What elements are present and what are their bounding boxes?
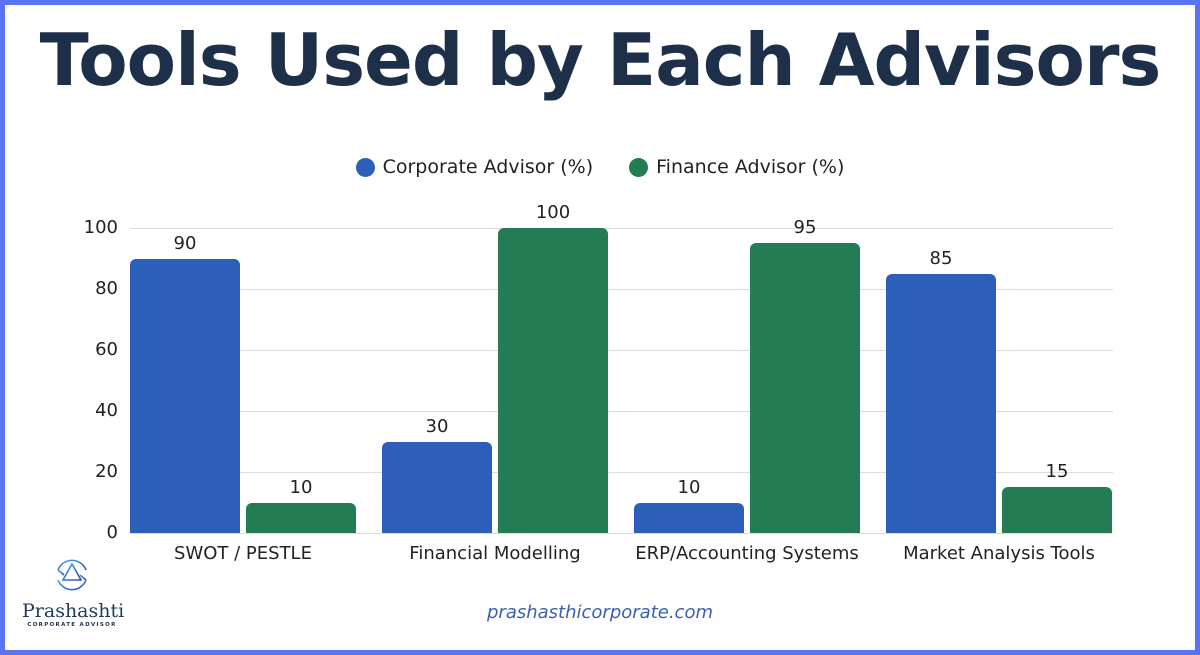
y-tick-label: 40 [95, 400, 118, 421]
x-tick-label: Market Analysis Tools [903, 543, 1095, 564]
gridline [130, 411, 1113, 412]
bar [382, 441, 492, 533]
bar [1002, 487, 1112, 533]
bar-value-label: 10 [289, 476, 313, 498]
bar-value-label: 30 [425, 415, 449, 437]
y-tick-label: 80 [95, 278, 118, 299]
x-tick-label: SWOT / PESTLE [174, 543, 312, 564]
bar-value-label: 85 [929, 247, 953, 269]
bar [750, 243, 860, 533]
bar-value-label: 90 [173, 232, 197, 254]
bar [498, 228, 608, 533]
gridline [130, 472, 1113, 473]
bar-value-label: 95 [793, 217, 817, 239]
bar [130, 258, 240, 533]
y-tick-label: 20 [95, 461, 118, 482]
logo-mark-icon [57, 559, 87, 591]
bar [246, 502, 356, 533]
y-tick-label: 60 [95, 339, 118, 360]
logo-subtitle: CORPORATE ADVISOR [27, 622, 117, 628]
gridline [130, 228, 1113, 229]
x-tick-label: ERP/Accounting Systems [635, 543, 859, 564]
bar-value-label: 15 [1045, 461, 1069, 483]
legend: Corporate Advisor (%) Finance Advisor (%… [0, 156, 1200, 178]
chart-title: Tools Used by Each Advisors [39, 18, 1162, 102]
gridline [130, 350, 1113, 351]
bar [634, 502, 744, 533]
legend-label: Finance Advisor (%) [656, 156, 845, 178]
legend-item-corporate: Corporate Advisor (%) [355, 156, 594, 178]
bar-value-label: 10 [677, 476, 701, 498]
bar-value-label: 100 [535, 202, 571, 223]
legend-item-finance: Finance Advisor (%) [629, 156, 844, 178]
bar [886, 273, 996, 533]
website-link[interactable]: prashasthicorporate.com [487, 602, 713, 623]
legend-dot-icon [629, 157, 649, 177]
gridline [130, 533, 1113, 534]
x-tick-label: Financial Modelling [409, 543, 581, 564]
y-tick-label: 0 [106, 522, 118, 543]
gridline [130, 289, 1113, 290]
legend-label: Corporate Advisor (%) [382, 156, 594, 178]
logo-name: Prashashti [22, 600, 125, 622]
plot-area: 90 10 30 100 10 95 85 15 [130, 202, 1113, 534]
logo: Prashashti CORPORATE ADVISOR [22, 556, 125, 628]
legend-dot-icon [355, 157, 375, 177]
y-tick-label: 100 [83, 217, 118, 238]
